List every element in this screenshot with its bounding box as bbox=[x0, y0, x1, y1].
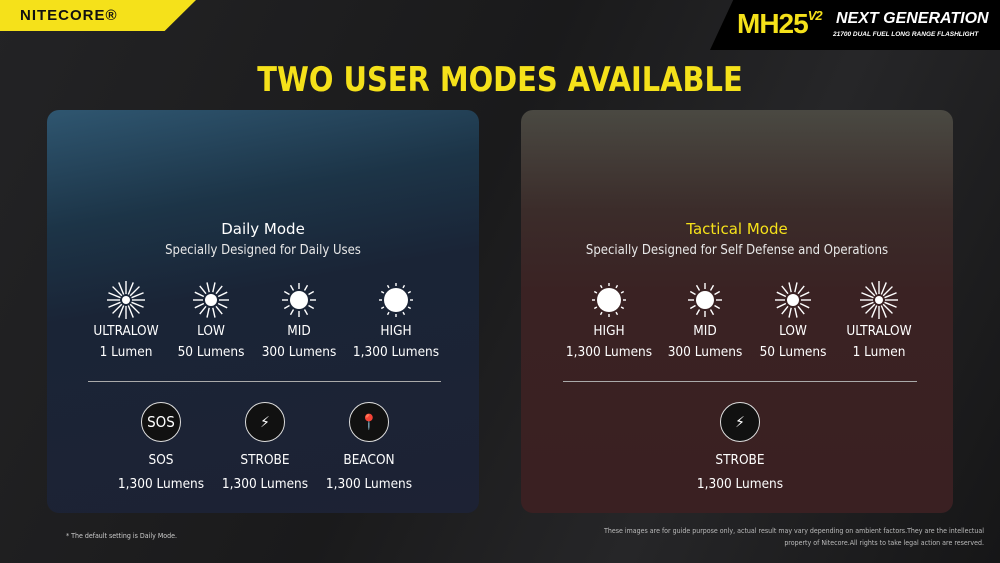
mode-level-mid: MID 300 Lumens bbox=[244, 280, 354, 360]
level-value: 1,300 Lumens bbox=[352, 344, 440, 360]
level-label: HIGH bbox=[380, 323, 412, 339]
mode-level-high: HIGH 1,300 Lumens bbox=[554, 280, 664, 360]
sun-mid-icon bbox=[650, 280, 760, 320]
sun-high-icon bbox=[341, 280, 451, 320]
sos-icon: SOS bbox=[141, 402, 181, 442]
level-label: HIGH bbox=[593, 323, 625, 339]
sun-ultralow-icon bbox=[71, 280, 181, 320]
product-model: MH25V2 bbox=[737, 8, 823, 39]
level-value: 50 Lumens bbox=[177, 344, 245, 360]
sun-ultralow-icon bbox=[824, 280, 934, 320]
divider bbox=[563, 381, 917, 382]
product-tagline: 21700 DUAL FUEL LONG RANGE FLASHLIGHT bbox=[833, 31, 979, 38]
level-label: ULTRALOW bbox=[846, 323, 912, 339]
mode-special-beacon: 📍 BEACON 1,300 Lumens bbox=[314, 402, 424, 492]
mode-level-high: HIGH 1,300 Lumens bbox=[341, 280, 451, 360]
mode-special-strobe: ⚡ STROBE 1,300 Lumens bbox=[210, 402, 320, 492]
product-banner bbox=[710, 0, 1000, 50]
special-label: STROBE bbox=[240, 452, 290, 468]
mode-level-ultralow: ULTRALOW 1 Lumen bbox=[71, 280, 181, 360]
mode-level-low: LOW 50 Lumens bbox=[156, 280, 266, 360]
special-label: STROBE bbox=[715, 452, 765, 468]
level-label: LOW bbox=[779, 323, 807, 339]
level-value: 1 Lumen bbox=[852, 344, 906, 360]
level-label: MID bbox=[693, 323, 717, 339]
divider bbox=[88, 381, 441, 382]
special-value: 1,300 Lumens bbox=[696, 476, 784, 492]
sun-mid-icon bbox=[244, 280, 354, 320]
product-headline: NEXT GENERATION bbox=[836, 10, 989, 27]
level-label: MID bbox=[287, 323, 311, 339]
mode-level-low: LOW 50 Lumens bbox=[738, 280, 848, 360]
level-value: 1 Lumen bbox=[99, 344, 153, 360]
level-label: LOW bbox=[197, 323, 225, 339]
lightning-icon: ⚡ bbox=[720, 402, 760, 442]
mode-title: Daily Mode bbox=[221, 220, 305, 238]
special-value: 1,300 Lumens bbox=[221, 476, 309, 492]
daily-mode-panel: Daily Mode Specially Designed for Daily … bbox=[47, 110, 479, 513]
location-pin-icon: 📍 bbox=[349, 402, 389, 442]
mode-special-strobe: ⚡ STROBE 1,300 Lumens bbox=[685, 402, 795, 492]
mode-level-ultralow: ULTRALOW 1 Lumen bbox=[824, 280, 934, 360]
footnote: * The default setting is Daily Mode. bbox=[66, 532, 177, 540]
lightning-icon: ⚡ bbox=[245, 402, 285, 442]
page-title: TWO USER MODES AVAILABLE bbox=[257, 60, 743, 100]
mode-title: Tactical Mode bbox=[686, 220, 788, 238]
sun-low-icon bbox=[738, 280, 848, 320]
mode-level-mid: MID 300 Lumens bbox=[650, 280, 760, 360]
disclaimer: These images are for guide purpose only,… bbox=[604, 527, 984, 547]
tactical-mode-panel: Tactical Mode Specially Designed for Sel… bbox=[521, 110, 953, 513]
special-label: SOS bbox=[148, 452, 174, 468]
level-value: 300 Lumens bbox=[261, 344, 337, 360]
special-value: 1,300 Lumens bbox=[117, 476, 205, 492]
mode-subtitle: Specially Designed for Daily Uses bbox=[165, 243, 361, 258]
level-value: 1,300 Lumens bbox=[565, 344, 653, 360]
mode-special-sos: SOS SOS 1,300 Lumens bbox=[106, 402, 216, 492]
brand-logo: NITECORE® bbox=[0, 0, 196, 31]
level-value: 300 Lumens bbox=[667, 344, 743, 360]
level-value: 50 Lumens bbox=[759, 344, 827, 360]
special-label: BEACON bbox=[343, 452, 395, 468]
sun-low-icon bbox=[156, 280, 266, 320]
special-value: 1,300 Lumens bbox=[325, 476, 413, 492]
mode-subtitle: Specially Designed for Self Defense and … bbox=[585, 243, 889, 258]
sun-high-icon bbox=[554, 280, 664, 320]
level-label: ULTRALOW bbox=[93, 323, 159, 339]
